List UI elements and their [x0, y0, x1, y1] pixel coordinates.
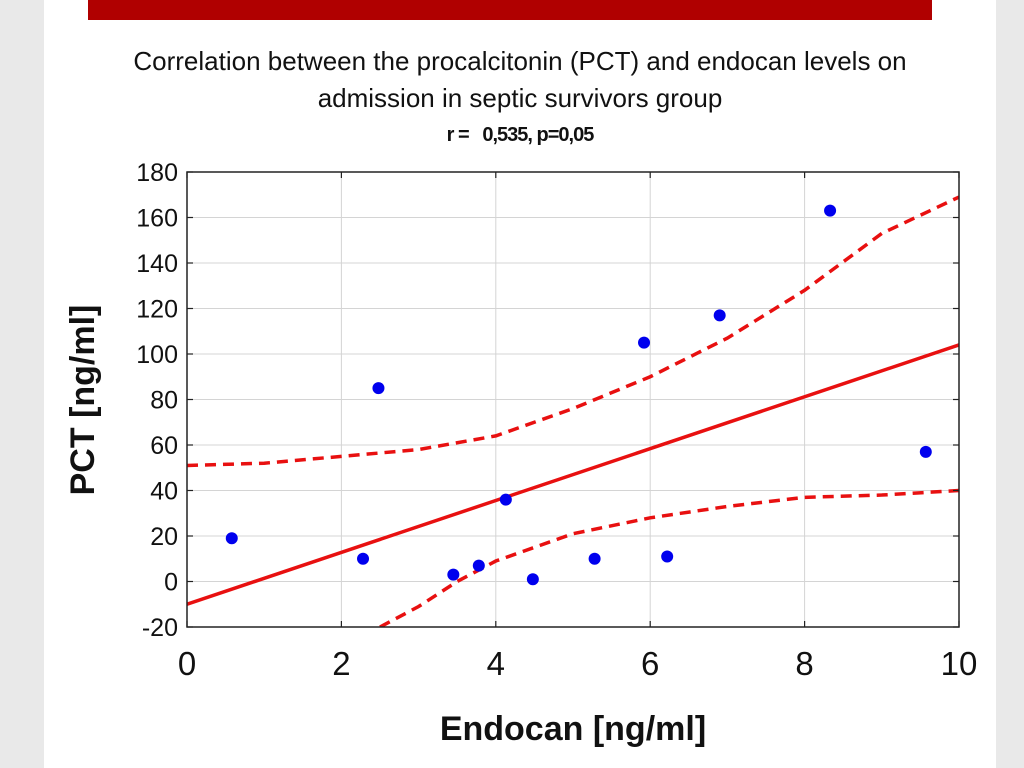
- stat-values: 0,535, p=0,05: [482, 124, 594, 146]
- y-tick-label: -20: [142, 614, 178, 642]
- x-axis-label: Endocan [ng/ml]: [440, 710, 706, 748]
- y-tick-label: 160: [136, 205, 178, 233]
- x-tick-label: 2: [332, 645, 350, 682]
- grid-lines: [187, 172, 959, 627]
- data-point: [824, 204, 837, 217]
- x-tick-label: 6: [641, 645, 659, 682]
- y-tick-label: 20: [150, 523, 178, 551]
- y-tick-label: 0: [164, 569, 178, 597]
- x-tick-label: 8: [795, 645, 813, 682]
- chart-title-line-1: Correlation between the procalcitonin (P…: [133, 46, 907, 76]
- data-point: [225, 532, 238, 545]
- accent-bar: [88, 0, 932, 20]
- y-tick-label: 80: [150, 387, 178, 415]
- data-point: [713, 309, 726, 322]
- data-point: [588, 552, 601, 565]
- y-tick-label: 100: [136, 341, 178, 369]
- x-tick-label: 4: [487, 645, 505, 682]
- data-point: [357, 552, 370, 565]
- x-tick-label: 0: [178, 645, 196, 682]
- stat-r-label: r =: [446, 124, 470, 146]
- data-point: [372, 382, 385, 395]
- y-axis-label: PCT [ng/ml]: [64, 305, 102, 496]
- data-point: [472, 559, 485, 572]
- confidence-band-lower: [379, 488, 959, 627]
- y-tick-label: 120: [136, 296, 178, 324]
- data-point: [499, 493, 512, 506]
- correlation-stat: r = 0,535, p=0,05: [44, 124, 996, 147]
- data-point: [526, 573, 539, 586]
- y-tick-label: 180: [136, 159, 178, 187]
- data-point: [447, 568, 460, 581]
- y-tick-label: 40: [150, 478, 178, 506]
- chart-title-line-2: admission in septic survivors group: [317, 83, 723, 113]
- confidence-band-upper: [187, 195, 959, 468]
- data-points: [225, 204, 932, 586]
- data-point: [661, 550, 674, 563]
- x-tick-label: 10: [941, 645, 978, 682]
- data-point: [638, 336, 651, 349]
- series-layer: [187, 195, 959, 627]
- y-tick-label: 60: [150, 432, 178, 460]
- regression-line: [187, 343, 959, 606]
- y-tick-label: 140: [136, 250, 178, 278]
- data-point: [919, 445, 932, 458]
